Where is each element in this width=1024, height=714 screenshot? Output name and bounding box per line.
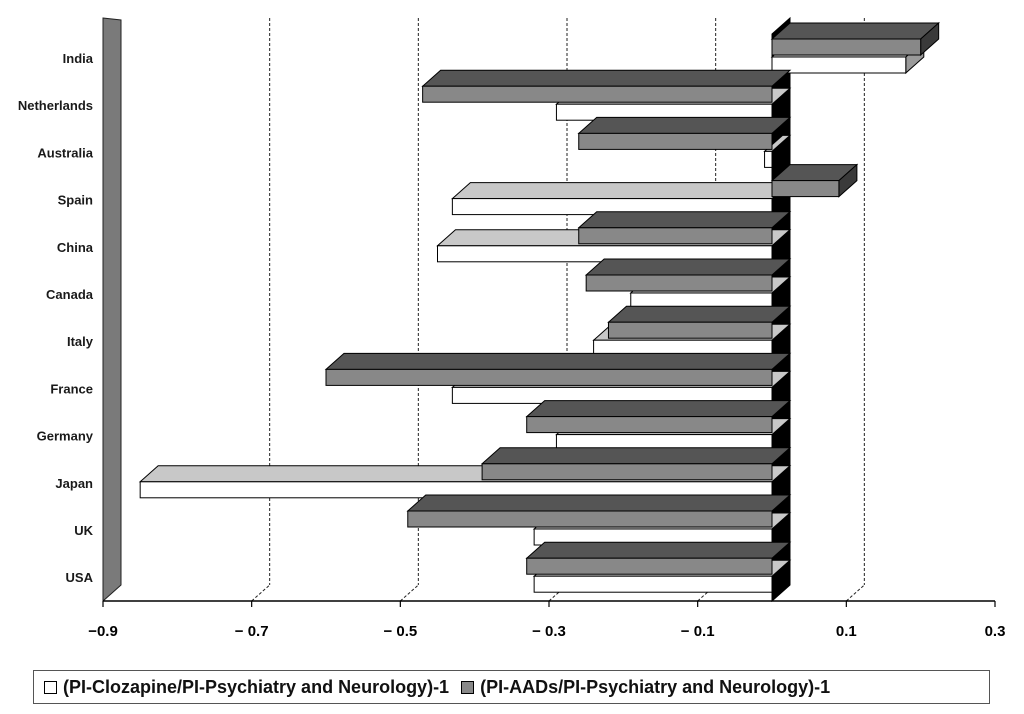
bar-aads-front	[481, 463, 773, 481]
bar-aads-top	[421, 69, 792, 87]
category-label: Italy	[67, 334, 94, 349]
x-tick-label: 0.3	[985, 623, 1006, 640]
bar-aads-top	[584, 258, 792, 276]
bar-aads	[421, 69, 792, 103]
bar-clozapine-front	[771, 56, 907, 74]
bar-clozapine-front	[533, 575, 773, 593]
bar-aads	[577, 116, 792, 150]
bar-aads-top	[770, 22, 940, 40]
bar-aads-front	[325, 368, 773, 386]
bar-aads-top	[577, 116, 792, 134]
bar-aads	[607, 305, 792, 339]
bar-aads	[770, 163, 859, 198]
category-label: Spain	[58, 193, 93, 208]
bar-aads	[577, 211, 792, 245]
bar-clozapine	[451, 182, 792, 216]
category-label: Canada	[46, 287, 94, 302]
bar-aads	[770, 21, 940, 57]
bar-aads-front	[526, 557, 773, 575]
bar-aads-top	[577, 211, 792, 229]
bar-aads-front	[771, 38, 922, 56]
bar-clozapine-front	[764, 150, 773, 168]
gridline-depth	[251, 584, 270, 602]
bar-aads-top	[607, 305, 792, 323]
bar-aads-top	[324, 352, 792, 370]
legend-item-clozapine: (PI-Clozapine/PI-Psychiatry and Neurolog…	[44, 677, 449, 698]
bar-aads-front	[422, 85, 773, 103]
bar-aads	[324, 352, 792, 386]
left-wall	[102, 17, 122, 603]
category-label: USA	[66, 570, 94, 585]
category-label: Netherlands	[18, 98, 93, 113]
bar-aads-front	[407, 510, 773, 528]
legend-label-aads: (PI-AADs/PI-Psychiatry and Neurology)-1	[480, 676, 831, 697]
bar-aads-top	[406, 494, 792, 512]
bar-aads-front	[526, 416, 773, 434]
axes: India Netherlands Australia Spain China Canad…	[18, 51, 1006, 640]
category-label: India	[63, 51, 94, 66]
gridline-depth	[846, 584, 865, 602]
category-label: Germany	[37, 429, 94, 444]
bar-aads	[525, 541, 792, 575]
category-label: Australia	[37, 145, 93, 160]
bar-aads-front	[578, 227, 773, 245]
bar-clozapine-top	[451, 182, 792, 200]
gridline-depth	[400, 584, 419, 602]
x-tick-label: 0.1	[836, 623, 857, 640]
legend-swatch-clozapine	[44, 680, 57, 694]
bar-aads-front	[585, 274, 773, 292]
bar-aads	[406, 494, 792, 528]
x-tick-label: −0.9	[88, 623, 118, 640]
category-label: Japan	[55, 476, 93, 491]
bar-aads-top	[525, 541, 792, 559]
bar-aads-front	[578, 132, 773, 150]
category-label: UK	[74, 523, 93, 538]
bar-aads-front	[771, 180, 840, 198]
legend-swatch-aads	[461, 680, 475, 694]
category-label: China	[57, 240, 94, 255]
bar-aads	[525, 400, 792, 434]
legend: (PI-Clozapine/PI-Psychiatry and Neurolog…	[33, 670, 990, 704]
x-tick-label: − 0.5	[383, 623, 417, 640]
bar-aads-top	[480, 447, 792, 465]
x-tick-label: − 0.7	[235, 623, 269, 640]
bar-aads	[584, 258, 792, 292]
bars	[138, 21, 940, 593]
x-tick-label: − 0.1	[681, 623, 715, 640]
legend-label-clozapine: (PI-Clozapine/PI-Psychiatry and Neurolog…	[63, 676, 450, 697]
bar-aads	[480, 447, 792, 481]
category-label: France	[50, 381, 93, 396]
x-tick-label: − 0.3	[532, 623, 566, 640]
bar-aads-top	[525, 400, 792, 418]
bar-aads-front	[607, 321, 773, 339]
legend-item-aads: (PI-AADs/PI-Psychiatry and Neurology)-1	[461, 677, 830, 698]
